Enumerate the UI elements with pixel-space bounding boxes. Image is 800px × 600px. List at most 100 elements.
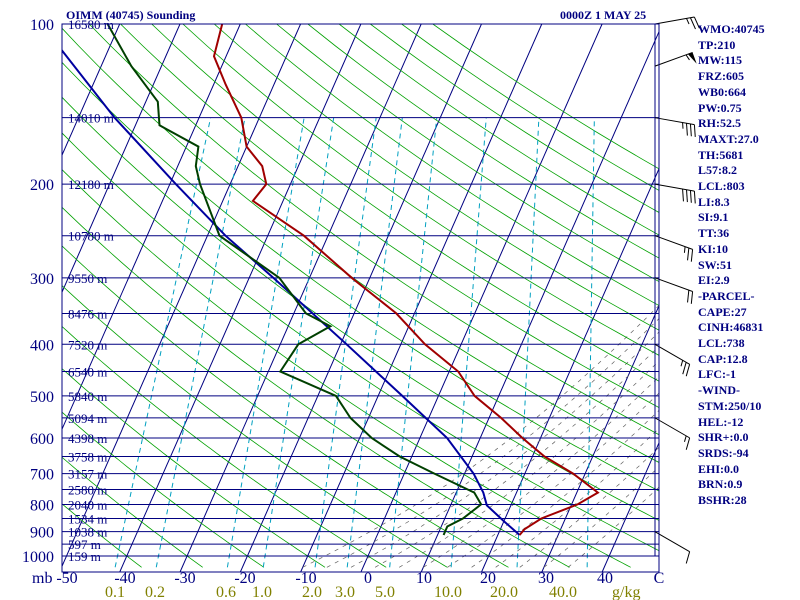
param-item: -PARCEL- — [698, 288, 755, 303]
height-label: 6540 m — [68, 365, 107, 380]
wind-barb-full — [685, 364, 691, 377]
height-label: 10780 m — [68, 229, 114, 244]
dry-adiabat-line — [62, 245, 509, 568]
temperature-tick-label: -30 — [174, 570, 195, 587]
dry-adiabat-line — [62, 411, 265, 568]
mixing-ratio-label: 1.0 — [252, 584, 272, 600]
wind-barb-half — [680, 360, 684, 367]
param-item: EHI:0.0 — [698, 461, 740, 476]
wind-barbs — [654, 16, 700, 564]
dry-adiabat-line — [62, 368, 326, 568]
mixing-ratio-label: 2.0 — [302, 584, 322, 600]
mixing-ratio-line — [346, 117, 403, 568]
wind-barb-full — [690, 249, 694, 262]
wind-barb-half — [686, 18, 690, 25]
param-item: SRDS:-94 — [698, 445, 749, 460]
dry-adiabat-line — [62, 456, 203, 568]
wind-barb-full — [686, 123, 688, 136]
param-item: LCL:738 — [698, 336, 745, 351]
isotherm-line — [420, 30, 659, 572]
height-label: 9550 m — [68, 271, 107, 286]
parcel-trace — [62, 48, 521, 536]
param-item: CAP:12.8 — [698, 351, 748, 366]
wind-barb — [654, 417, 691, 450]
moist-adiabat-line — [567, 486, 659, 568]
temperature-tick-label: -40 — [114, 570, 135, 587]
height-label: 597 m — [68, 537, 101, 552]
param-item: MW:115 — [698, 53, 742, 68]
pressure-label: 400 — [30, 337, 54, 354]
isotherm-line — [0, 24, 59, 572]
height-label: 12180 m — [68, 177, 114, 192]
param-item: LI:8.3 — [698, 194, 730, 209]
chart-title: OIMM (40745) Sounding — [66, 8, 196, 22]
wind-barb-full — [693, 124, 696, 138]
mixing-ratio-line — [516, 117, 540, 568]
param-item: TT:36 — [698, 226, 730, 241]
sounding-datetime: 0000Z 1 MAY 25 — [560, 8, 647, 22]
wind-barb-full — [682, 188, 684, 202]
height-label: 4398 m — [68, 431, 107, 446]
param-item: L57:8.2 — [698, 163, 737, 178]
wind-barb-half — [683, 246, 686, 253]
pressure-label: 700 — [30, 467, 54, 484]
param-item: CAPE:27 — [698, 304, 747, 319]
param-item: STM:250/10 — [698, 398, 762, 413]
height-label: 3758 m — [68, 449, 107, 464]
wind-barb — [654, 117, 696, 138]
pressure-label: 200 — [30, 177, 54, 194]
param-item: KI:10 — [698, 241, 728, 256]
wind-barb-shaft — [654, 16, 695, 25]
isotherm-line — [239, 24, 482, 572]
wind-barb-full — [689, 17, 696, 30]
wind-barb-full — [685, 551, 691, 564]
pressure-label: 100 — [30, 17, 54, 34]
wind-barb-full — [689, 123, 692, 137]
wind-barb — [654, 16, 700, 30]
dry-adiabat-line — [88, 24, 659, 436]
param-item: WMO:40745 — [698, 22, 765, 36]
height-label: 2040 m — [68, 497, 107, 512]
param-item: BRN:0.9 — [698, 477, 743, 492]
wind-barb-full — [687, 290, 690, 303]
param-item: -WIND- — [698, 383, 740, 398]
wind-barb-shaft — [654, 417, 690, 439]
param-item: FRZ:605 — [698, 69, 744, 84]
wind-barb — [654, 51, 697, 67]
wind-barb-shaft — [654, 183, 695, 192]
wind-barb — [654, 343, 691, 377]
param-item: HEL:-12 — [698, 414, 744, 429]
param-item: EI:2.9 — [698, 273, 730, 288]
wind-barb-shaft — [654, 277, 693, 292]
temperature-tick-label: 30 — [538, 570, 554, 587]
isotherm-line — [300, 24, 543, 572]
param-item: SW:51 — [698, 257, 733, 272]
isotherm-line — [601, 441, 659, 572]
height-label: 14010 m — [68, 111, 114, 126]
pressure-label: 1000 — [22, 549, 54, 566]
mixing-ratio-label: 0.1 — [105, 584, 125, 600]
param-item: MAXT:27.0 — [698, 131, 759, 146]
param-item: CINH:46831 — [698, 320, 764, 335]
wind-barb-full — [693, 191, 696, 204]
mixing-ratio-label: 0.6 — [216, 584, 236, 600]
wind-barb-full — [689, 190, 692, 203]
wind-barb-full — [685, 437, 691, 450]
height-label: 3157 m — [68, 467, 107, 482]
isotherm-line — [179, 24, 422, 572]
wind-barb-full — [690, 291, 694, 304]
moist-adiabat-line — [374, 345, 659, 568]
height-label: 1534 m — [68, 511, 107, 526]
height-label: 159 m — [68, 549, 101, 564]
moist-adiabat-line — [495, 427, 659, 568]
temperature-tick-label: -10 — [295, 570, 316, 587]
wind-barb-half — [685, 54, 690, 61]
mixing-ratio-label: 3.0 — [335, 584, 355, 600]
wind-barb — [654, 183, 696, 204]
wind-barb-shaft — [654, 117, 695, 126]
mixing-ratio-line — [226, 117, 305, 568]
isobar-lines — [62, 23, 659, 557]
mixing-ratio-label: 10.0 — [434, 584, 462, 600]
height-label: 5094 m — [68, 411, 107, 426]
